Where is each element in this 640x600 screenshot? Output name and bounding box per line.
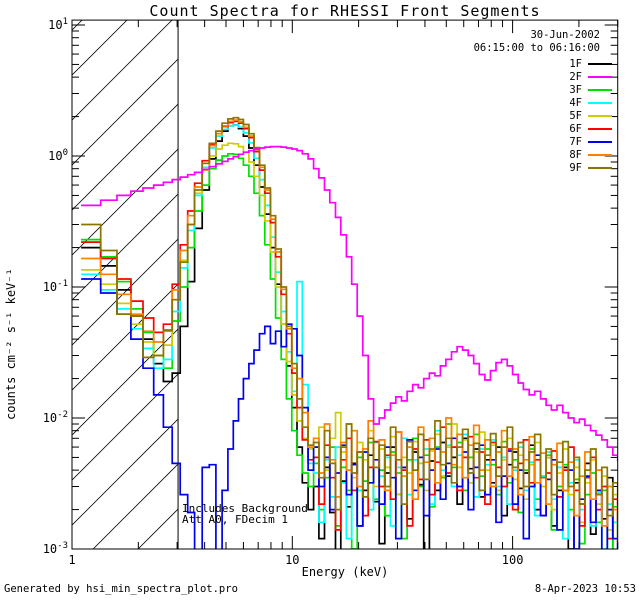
- hatch-pattern: [72, 20, 179, 550]
- legend: 1F 2F 3F 4F 5F 6F 7F 8F 9F: [569, 57, 612, 174]
- series-2F: [81, 145, 618, 461]
- axis-ticks: [71, 20, 619, 550]
- series-5F: [81, 142, 618, 531]
- legend-entry-1F: 1F: [569, 57, 612, 70]
- legend-label-9F: 9F: [569, 161, 582, 174]
- annotation-includes-background: Includes Background: [182, 502, 308, 515]
- legend-swatch-4F: [588, 101, 612, 104]
- y-axis-label: counts cm⁻² s⁻¹ keV⁻¹: [4, 268, 18, 420]
- series-4F: [81, 124, 618, 550]
- legend-label-7F: 7F: [569, 135, 582, 148]
- x-tick-label-1: 1: [68, 553, 76, 567]
- legend-swatch-8F: [588, 153, 612, 156]
- legend-swatch-9F: [588, 166, 612, 169]
- legend-label-4F: 4F: [569, 96, 582, 109]
- y-tick-label--3: 10-3: [42, 541, 68, 556]
- y-tick-label-0: 100: [48, 148, 68, 163]
- legend-entry-6F: 6F: [569, 122, 612, 135]
- legend-entry-9F: 9F: [569, 161, 612, 174]
- observation-time-range: 06:15:00 to 06:16:00: [473, 42, 600, 54]
- series-7F: [81, 278, 618, 550]
- legend-swatch-5F: [588, 114, 612, 117]
- x-tick-label-100: 100: [501, 553, 524, 567]
- footer-plot-timestamp: 8-Apr-2023 10:53: [534, 583, 636, 595]
- legend-swatch-7F: [588, 140, 612, 143]
- observation-date: 30-Jun-2002: [530, 29, 600, 41]
- legend-swatch-3F: [588, 88, 612, 91]
- legend-entry-5F: 5F: [569, 109, 612, 122]
- series-1F: [81, 124, 618, 550]
- legend-swatch-1F: [588, 62, 612, 65]
- annotation-attenuator-state: Att A0, FDecim 1: [182, 513, 288, 526]
- y-tick-label-1: 101: [48, 17, 68, 32]
- legend-label-3F: 3F: [569, 83, 582, 96]
- footer-generated-by: Generated by hsi_min_spectra_plot.pro: [4, 583, 238, 595]
- legend-swatch-6F: [588, 127, 612, 130]
- plot-frame: [71, 19, 619, 550]
- y-tick-label--1: 10-1: [42, 279, 68, 294]
- page-title: Count Spectra for RHESSI Front Segments: [149, 2, 541, 20]
- series-group: [81, 116, 618, 550]
- legend-swatch-2F: [588, 75, 612, 78]
- legend-entry-8F: 8F: [569, 148, 612, 161]
- legend-label-5F: 5F: [569, 109, 582, 122]
- legend-label-2F: 2F: [569, 70, 582, 83]
- legend-label-8F: 8F: [569, 148, 582, 161]
- y-tick-label--2: 10-2: [42, 410, 68, 425]
- legend-entry-4F: 4F: [569, 96, 612, 109]
- legend-entry-2F: 2F: [569, 70, 612, 83]
- legend-entry-3F: 3F: [569, 83, 612, 96]
- series-6F: [81, 120, 618, 540]
- x-tick-label-10: 10: [285, 553, 300, 567]
- legend-entry-7F: 7F: [569, 135, 612, 148]
- x-axis-label: Energy (keV): [301, 565, 389, 579]
- series-9F: [81, 116, 618, 517]
- legend-label-6F: 6F: [569, 122, 582, 135]
- legend-label-1F: 1F: [569, 57, 582, 70]
